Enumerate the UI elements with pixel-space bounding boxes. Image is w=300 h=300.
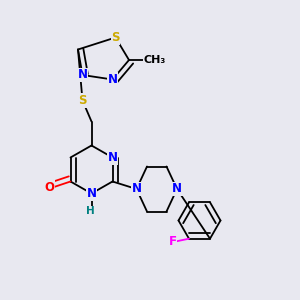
- Text: N: N: [131, 182, 142, 196]
- Text: N: N: [107, 151, 118, 164]
- Text: F: F: [169, 235, 176, 248]
- Text: S: S: [78, 94, 87, 107]
- Text: N: N: [77, 68, 88, 82]
- Text: O: O: [44, 181, 55, 194]
- Text: H: H: [85, 206, 94, 217]
- Text: N: N: [86, 187, 97, 200]
- Text: CH₃: CH₃: [143, 55, 166, 65]
- Text: S: S: [111, 31, 120, 44]
- Text: N: N: [172, 182, 182, 196]
- Text: N: N: [107, 73, 118, 86]
